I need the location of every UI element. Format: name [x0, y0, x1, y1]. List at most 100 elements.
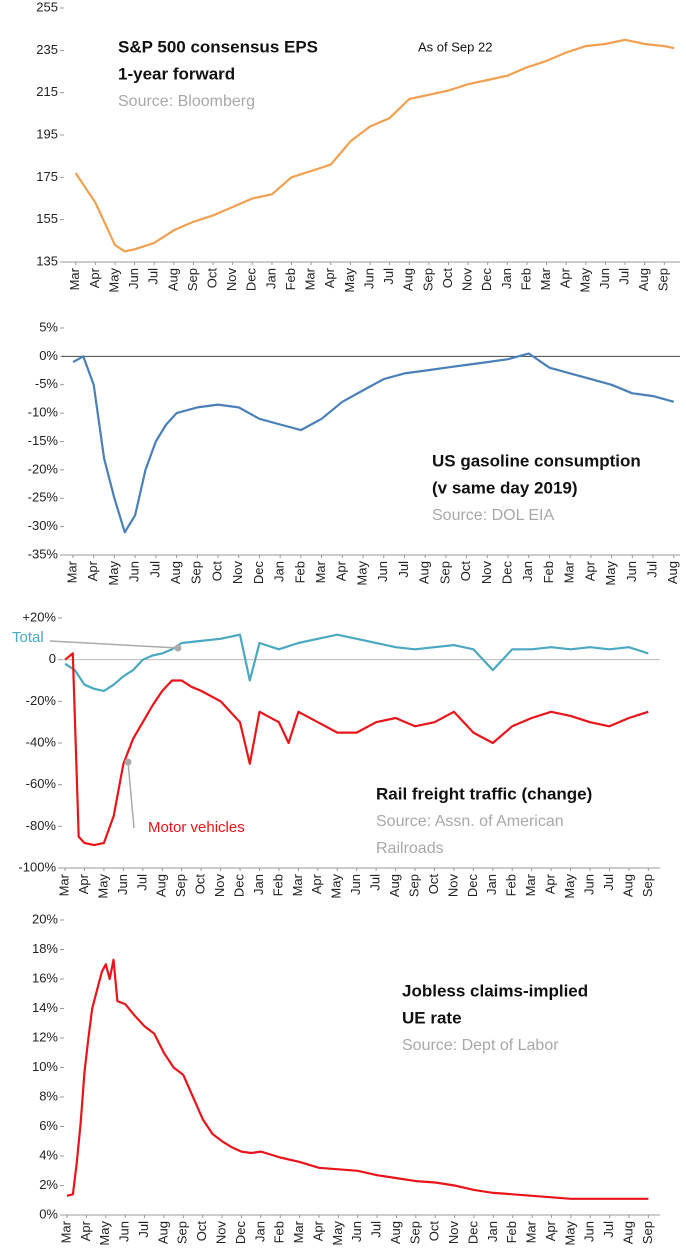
x-tick-label: Aug	[168, 561, 183, 584]
chart-title: UE rate	[402, 1008, 462, 1027]
x-tick-label: Dec	[244, 268, 259, 292]
x-tick-label: Dec	[479, 268, 494, 292]
x-tick-label: Jun	[361, 268, 376, 289]
x-tick-label: Apr	[309, 873, 324, 894]
x-tick-label: Feb	[283, 268, 298, 290]
x-tick-label: May	[342, 268, 357, 293]
x-tick-label: Jul	[381, 268, 396, 285]
x-tick-label: Jun	[624, 561, 639, 582]
x-tick-label: Nov	[445, 874, 460, 898]
leader-line	[49, 640, 179, 649]
x-tick-label: Jun	[127, 561, 142, 582]
x-tick-label: Jun	[582, 1221, 597, 1242]
y-tick-label: 0%	[39, 1206, 58, 1221]
y-tick-label: -20%	[28, 461, 59, 476]
x-tick-label: Jul	[601, 1221, 616, 1238]
x-tick-label: Oct	[426, 874, 441, 895]
data-line	[74, 38, 675, 253]
x-tick-label: Oct	[458, 561, 473, 582]
x-tick-label: Feb	[292, 561, 307, 583]
x-tick-label: May	[577, 268, 592, 293]
x-tick-label: Jul	[147, 561, 162, 578]
y-tick-label: 175	[36, 169, 58, 184]
x-tick-label: Oct	[427, 1221, 442, 1242]
x-tick-label: May	[330, 1221, 345, 1246]
x-tick-label: Sep	[640, 874, 655, 897]
x-tick-label: Sep	[640, 1221, 655, 1244]
x-tick-label: Sep	[406, 874, 421, 897]
x-tick-label: Aug	[155, 1221, 170, 1244]
x-tick-label: Aug	[620, 874, 635, 897]
data-line	[66, 958, 649, 1200]
x-tick-label: Jul	[368, 874, 383, 891]
x-tick-label: Mar	[523, 873, 538, 896]
y-tick-label: 235	[36, 42, 58, 57]
x-tick-label: May	[562, 1221, 577, 1246]
y-tick-label: -20%	[26, 693, 57, 708]
x-tick-label: Apr	[78, 1220, 93, 1241]
y-tick-label: -100%	[18, 859, 56, 874]
chart-title: Jobless claims-implied	[402, 981, 588, 1000]
x-tick-label: Dec	[231, 874, 246, 898]
x-tick-label: Jul	[396, 561, 411, 578]
x-tick-label: Jan	[252, 1221, 267, 1242]
x-tick-label: Oct	[194, 1221, 209, 1242]
x-tick-label: Nov	[460, 268, 475, 292]
y-tick-label: -30%	[28, 518, 59, 533]
x-tick-label: Sep	[420, 268, 435, 291]
y-tick-label: +20%	[22, 609, 56, 624]
chart-title: (v same day 2019)	[432, 478, 578, 497]
y-tick-label: 2%	[39, 1177, 58, 1192]
x-tick-label: May	[106, 561, 121, 586]
x-tick-label: Jan	[520, 561, 535, 582]
y-tick-label: 8%	[39, 1088, 58, 1103]
leader-dot	[174, 644, 182, 652]
x-tick-label: Feb	[541, 561, 556, 583]
x-tick-label: Jun	[348, 874, 363, 895]
x-tick-label: Dec	[465, 874, 480, 898]
x-tick-label: Apr	[543, 1220, 558, 1241]
x-tick-label: Apr	[334, 560, 349, 581]
x-tick-label: Apr	[310, 1220, 325, 1241]
x-tick-label: Dec	[499, 561, 514, 585]
x-tick-label: Jun	[349, 1221, 364, 1242]
x-tick-label: Sep	[185, 268, 200, 291]
x-tick-label: Mar	[56, 873, 71, 896]
x-tick-label: Jun	[581, 874, 596, 895]
x-tick-label: Apr	[558, 267, 573, 288]
series-label: Motor vehicles	[148, 819, 245, 836]
y-tick-label: -40%	[26, 734, 57, 749]
x-tick-label: Jun	[375, 561, 390, 582]
x-tick-label: Apr	[322, 267, 337, 288]
x-tick-label: Mar	[291, 1220, 306, 1243]
x-tick-label: Feb	[272, 1221, 287, 1243]
y-tick-label: 6%	[39, 1118, 58, 1133]
x-tick-label: Jan	[272, 561, 287, 582]
y-tick-label: 16%	[32, 970, 58, 985]
x-tick-label: Aug	[401, 268, 416, 291]
x-tick-label: Oct	[440, 268, 455, 289]
x-tick-label: Aug	[165, 268, 180, 291]
x-tick-label: Aug	[388, 1221, 403, 1244]
x-tick-label: Jul	[601, 874, 616, 891]
y-tick-label: 0	[49, 651, 56, 666]
x-tick-label: Aug	[154, 874, 169, 897]
x-tick-label: Jul	[136, 1221, 151, 1238]
x-tick-label: Nov	[479, 561, 494, 585]
x-tick-label: Jun	[597, 268, 612, 289]
x-tick-label: May	[354, 561, 369, 586]
x-tick-label: May	[97, 1221, 112, 1246]
x-tick-label: Sep	[407, 1221, 422, 1244]
x-tick-label: Mar	[524, 1220, 539, 1243]
chart-source: Source: Dept of Labor	[402, 1037, 559, 1054]
x-tick-label: Sep	[656, 268, 671, 291]
x-tick-label: Dec	[251, 561, 266, 585]
y-tick-label: 155	[36, 211, 58, 226]
x-tick-label: Apr	[87, 267, 102, 288]
y-tick-label: 12%	[32, 1029, 58, 1044]
x-tick-label: May	[562, 874, 577, 899]
data-line	[72, 352, 675, 534]
x-tick-label: Aug	[417, 561, 432, 584]
x-tick-label: Apr	[85, 560, 100, 581]
x-tick-label: Aug	[620, 1221, 635, 1244]
